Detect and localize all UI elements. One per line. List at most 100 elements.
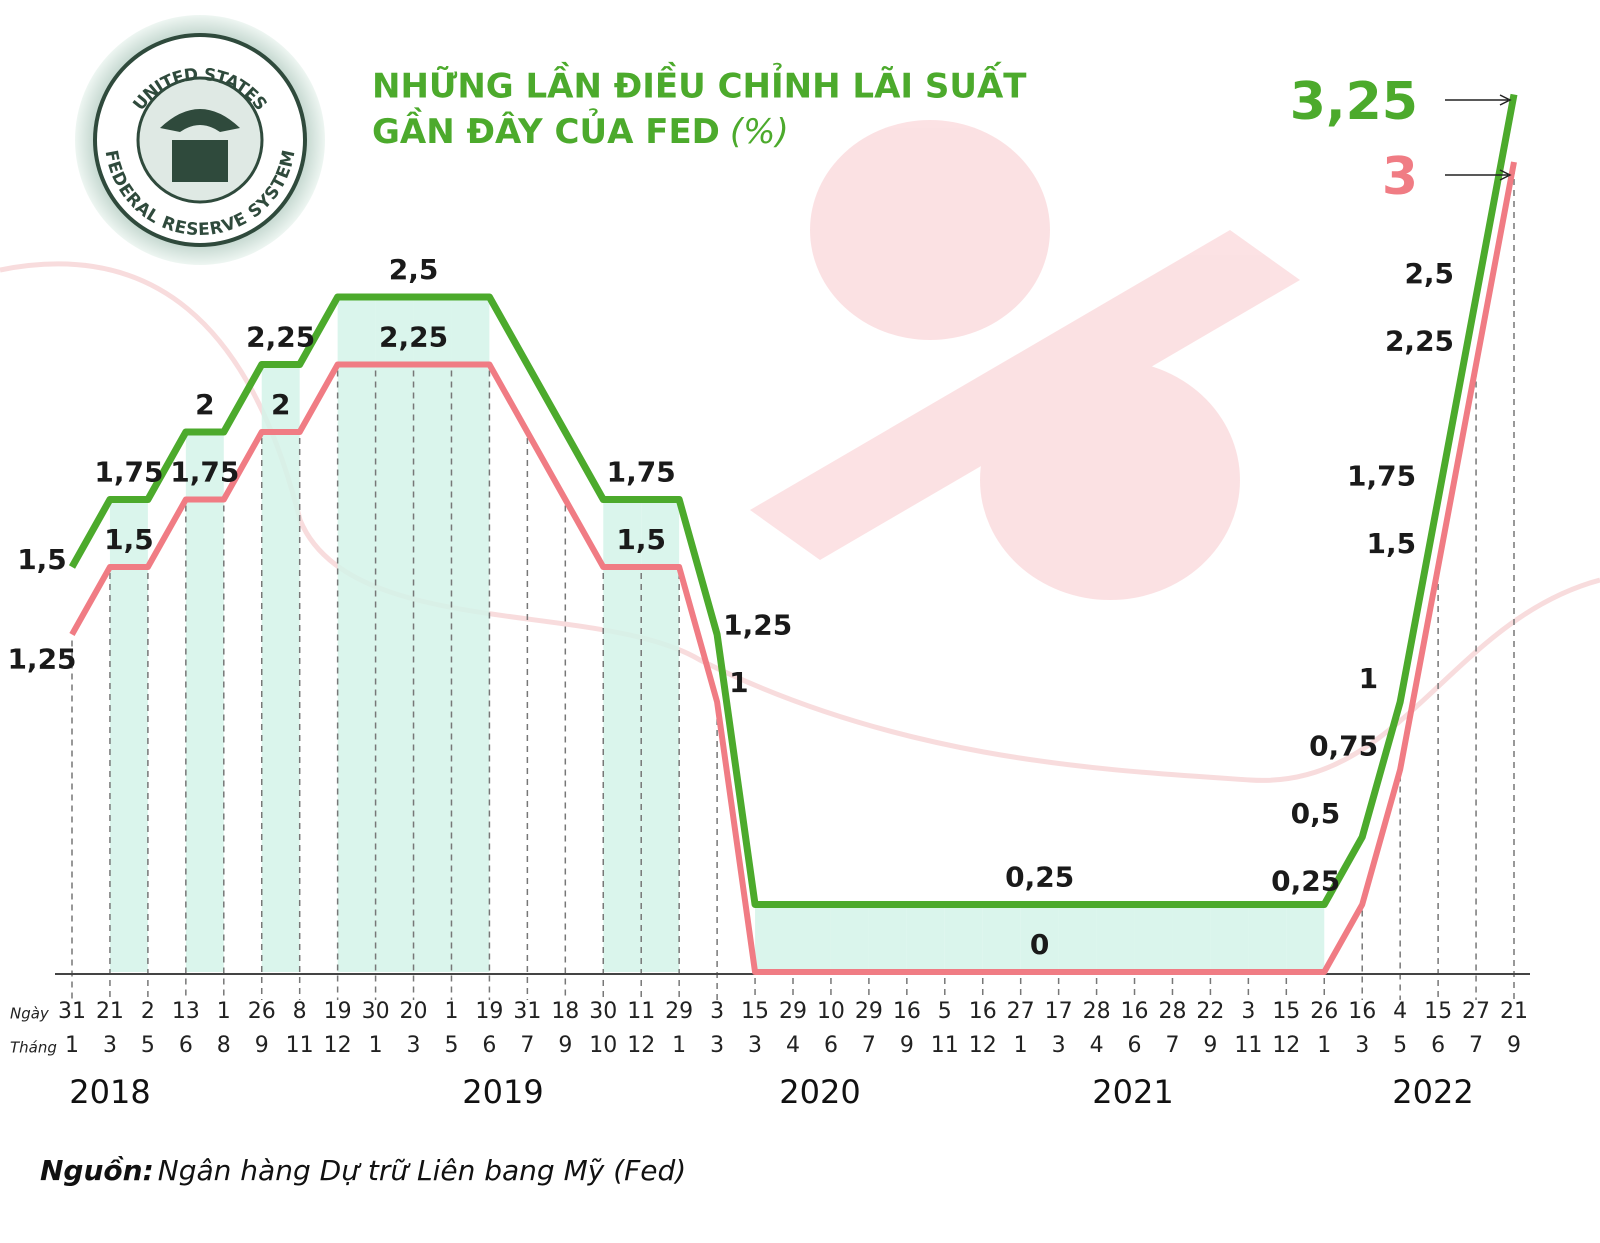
x-tick-day: 15	[1272, 999, 1300, 1024]
flat-band	[906, 904, 945, 972]
data-label: 1,5	[616, 523, 666, 556]
x-tick-day: 26	[1310, 999, 1338, 1024]
x-tick-day: 10	[817, 999, 845, 1024]
x-tick-month: 6	[824, 1033, 838, 1058]
x-tick-month: 9	[1203, 1033, 1217, 1058]
x-tick-day: 29	[855, 999, 883, 1024]
x-tick-month: 1	[1014, 1033, 1028, 1058]
data-label: 1,5	[17, 543, 67, 576]
x-row-label: Tháng	[10, 1039, 57, 1057]
x-tick-month: 11	[1234, 1033, 1262, 1058]
x-tick-day: 29	[779, 999, 807, 1024]
data-label: 0,75	[1309, 730, 1378, 763]
rate-line	[68, 93, 1518, 908]
x-tick-day: 27	[1462, 999, 1490, 1024]
data-label: 1,75	[1347, 460, 1416, 493]
x-tick-month: 10	[589, 1033, 617, 1058]
x-tick-month: 9	[558, 1033, 572, 1058]
x-tick-month: 6	[179, 1033, 193, 1058]
x-tick-month: 3	[1052, 1033, 1066, 1058]
year-label: 2019	[462, 1073, 543, 1111]
x-tick-month: 1	[672, 1033, 686, 1058]
x-tick-day: 11	[627, 999, 655, 1024]
x-tick-month: 6	[1128, 1033, 1142, 1058]
x-tick-day: 30	[362, 999, 390, 1024]
data-label: 0	[1030, 928, 1049, 961]
x-tick-day: 4	[1393, 999, 1407, 1024]
flat-band	[603, 499, 642, 972]
fed-seal: UNITED STATES FEDERAL RESERVE SYSTEM	[75, 15, 325, 265]
source-note: Nguồn: Ngân hàng Dự trữ Liên bang Mỹ (Fed…	[40, 1154, 686, 1187]
x-tick-day: 19	[475, 999, 503, 1024]
x-tick-day: 2	[141, 999, 155, 1024]
flat-band	[1172, 904, 1211, 972]
year-label: 2021	[1092, 1073, 1173, 1111]
chart-title: GẦN ĐÂY CỦA FED (%)	[372, 107, 789, 152]
x-tick-month: 3	[1355, 1033, 1369, 1058]
x-tick-day: 28	[1083, 999, 1111, 1024]
background-percent	[750, 120, 1300, 600]
x-tick-month: 6	[1431, 1033, 1445, 1058]
x-tick-day: 16	[969, 999, 997, 1024]
x-tick-month: 9	[900, 1033, 914, 1058]
data-label: 2,5	[1404, 257, 1454, 290]
data-label: 0,25	[1271, 865, 1340, 898]
x-tick-month: 1	[1317, 1033, 1331, 1058]
x-tick-month: 11	[286, 1033, 314, 1058]
x-tick-month: 1	[369, 1033, 383, 1058]
flat-band	[868, 904, 907, 972]
x-tick-day: 30	[589, 999, 617, 1024]
x-tick-month: 9	[1507, 1033, 1521, 1058]
flat-band	[451, 297, 490, 972]
x-tick-day: 15	[1424, 999, 1452, 1024]
data-label: 1,25	[723, 609, 792, 642]
x-tick-day: 22	[1196, 999, 1224, 1024]
background-curve	[0, 261, 1600, 783]
x-tick-day: 21	[96, 999, 124, 1024]
x-tick-month: 3	[407, 1033, 421, 1058]
year-label: 2020	[779, 1073, 860, 1111]
data-label: 1,5	[104, 523, 154, 556]
x-tick-month: 7	[862, 1033, 876, 1058]
x-tick-day: 5	[938, 999, 952, 1024]
data-label: 2	[271, 388, 290, 421]
year-label: 2018	[69, 1073, 150, 1111]
data-label: 1,25	[7, 643, 76, 676]
x-tick-day: 3	[1241, 999, 1255, 1024]
x-tick-month: 8	[217, 1033, 231, 1058]
data-label: 1,75	[170, 456, 239, 489]
x-tick-day: 17	[1045, 999, 1073, 1024]
x-tick-day: 13	[172, 999, 200, 1024]
x-tick-day: 26	[248, 999, 276, 1024]
data-label: 1	[729, 666, 748, 699]
flat-band	[413, 297, 452, 972]
flat-band	[185, 432, 224, 972]
data-label: 2	[195, 388, 214, 421]
x-tick-month: 9	[255, 1033, 269, 1058]
flat-band	[944, 904, 983, 972]
x-tick-day: 15	[741, 999, 769, 1024]
x-tick-month: 12	[324, 1033, 352, 1058]
data-label: 1,75	[94, 456, 163, 489]
x-tick-month: 7	[1469, 1033, 1483, 1058]
flat-band	[1286, 904, 1325, 972]
flat-band	[337, 297, 376, 972]
x-tick-month: 3	[103, 1033, 117, 1058]
callout-arrowhead	[1499, 169, 1512, 181]
callout-arrowhead	[1499, 94, 1512, 106]
x-tick-day: 18	[551, 999, 579, 1024]
x-tick-month: 3	[748, 1033, 762, 1058]
data-label: 3,25	[1290, 72, 1418, 132]
flat-band	[1096, 904, 1135, 972]
x-tick-day: 31	[513, 999, 541, 1024]
year-label: 2022	[1392, 1073, 1473, 1111]
data-label: 2,25	[379, 321, 448, 354]
x-tick-day: 1	[444, 999, 458, 1024]
data-label: 1,75	[607, 456, 676, 489]
rate-line	[69, 161, 1517, 975]
plot	[55, 168, 1530, 1000]
x-row-label: Ngày	[10, 1005, 50, 1023]
x-tick-month: 3	[710, 1033, 724, 1058]
chart-title-line: NHỮNG LẦN ĐIỀU CHỈNH LÃI SUẤT	[372, 62, 1027, 107]
flat-band	[1248, 904, 1287, 972]
